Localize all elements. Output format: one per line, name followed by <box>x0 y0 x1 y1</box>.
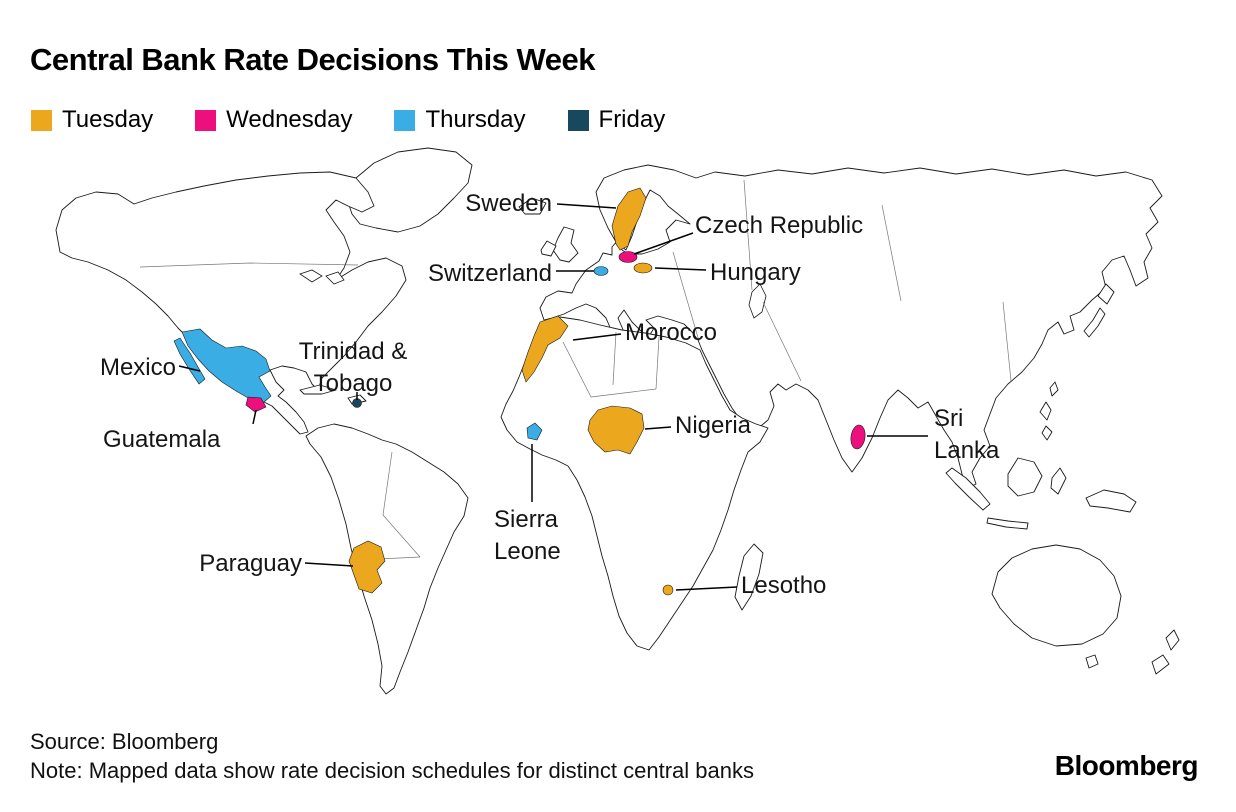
country-shape-lesotho <box>662 584 674 596</box>
philippines-north <box>1039 401 1052 421</box>
south-america <box>305 423 469 695</box>
new-zealand-south <box>1151 654 1170 675</box>
leader-line-mexico <box>178 365 201 372</box>
cuba <box>299 384 337 395</box>
country-shape-paraguay <box>348 540 386 594</box>
bloomberg-logo: Bloomberg <box>1054 750 1199 781</box>
legend-swatch-friday <box>567 109 589 131</box>
iceland <box>518 197 547 215</box>
country-shape-sweden <box>611 187 647 251</box>
leader-line-guatemala <box>252 409 257 425</box>
country-shape-switzerland <box>593 266 609 276</box>
legend-label-wednesday: Wednesday <box>226 106 353 133</box>
sumatra <box>945 467 991 511</box>
legend-swatch-thursday <box>394 109 416 131</box>
legend-item-tuesday: Tuesday <box>31 106 153 134</box>
country-borders <box>139 179 1012 561</box>
taiwan <box>1049 381 1059 397</box>
eurasia <box>539 164 1163 489</box>
legend: Tuesday Wednesday Thursday Friday <box>31 106 665 134</box>
africa <box>500 316 769 651</box>
legend-item-wednesday: Wednesday <box>195 106 352 134</box>
leader-line-nigeria <box>644 426 672 430</box>
legend-item-thursday: Thursday <box>394 106 526 134</box>
country-shape-czech-republic <box>618 251 638 263</box>
australia <box>991 544 1122 647</box>
leader-line-morocco <box>572 333 622 341</box>
leader-line-sweden <box>556 203 617 209</box>
leader-line-lesotho <box>675 586 738 591</box>
legend-label-friday: Friday <box>598 106 666 133</box>
legend-swatch-wednesday <box>195 109 217 131</box>
leader-line-paraguay <box>304 562 354 567</box>
sulawesi <box>1050 467 1067 495</box>
country-shape-mexico <box>173 328 272 404</box>
legend-item-friday: Friday <box>567 106 666 134</box>
country-shape-nigeria <box>587 405 645 455</box>
borneo <box>1007 457 1043 497</box>
country-shape-hungary <box>633 262 653 274</box>
japan-south <box>1083 307 1106 338</box>
leader-lines <box>178 203 928 591</box>
country-shape-sri-lanka <box>850 424 866 450</box>
japan-north <box>1097 283 1115 305</box>
great-lakes <box>299 269 345 285</box>
philippines-south <box>1041 425 1053 441</box>
country-shape-guatemala <box>245 396 267 413</box>
country-shape-morocco <box>521 315 569 383</box>
country-shape-sierra-leone <box>526 422 543 441</box>
tasmania <box>1085 654 1099 669</box>
note-text: Note: Mapped data show rate decision sch… <box>30 758 754 783</box>
madagascar <box>734 543 764 611</box>
ireland <box>540 240 557 257</box>
java <box>986 517 1029 530</box>
chart-title: Central Bank Rate Decisions This Week <box>30 42 595 77</box>
united-kingdom <box>552 226 579 263</box>
greenland <box>345 147 473 233</box>
source-text: Source: Bloomberg <box>30 729 219 754</box>
leader-line-hungary <box>654 267 707 271</box>
new-guinea <box>1085 489 1137 513</box>
legend-swatch-tuesday <box>31 109 52 131</box>
caspian-sea <box>748 283 767 319</box>
new-zealand-north <box>1165 629 1180 651</box>
legend-label-thursday: Thursday <box>425 106 526 133</box>
leader-line-czech-republic <box>633 232 694 255</box>
legend-label-tuesday: Tuesday <box>62 106 154 133</box>
